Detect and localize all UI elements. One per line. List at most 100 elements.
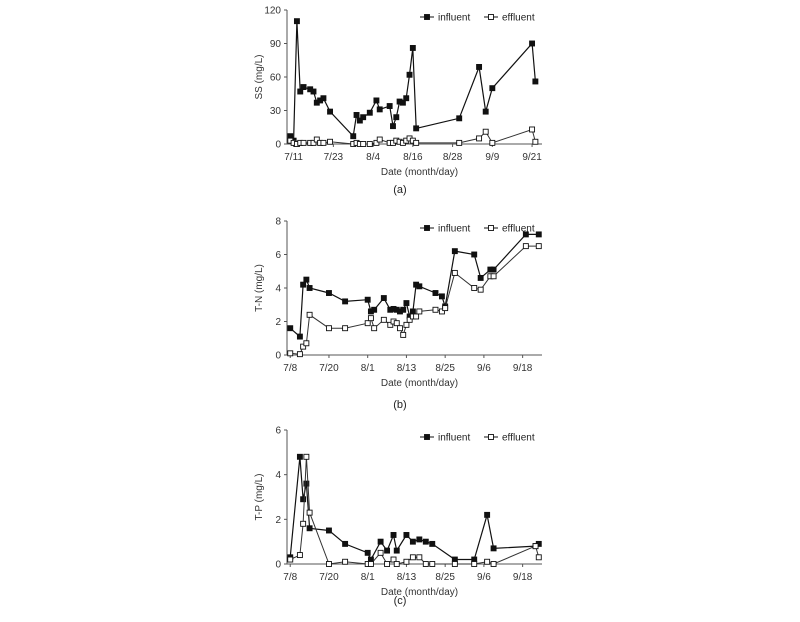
x-tick-label: 9/9 bbox=[485, 152, 499, 163]
y-tick-label: 120 bbox=[264, 6, 281, 17]
x-axis-label: Date (month/day) bbox=[381, 587, 458, 598]
data-point-influent bbox=[406, 71, 413, 78]
data-point-effluent bbox=[406, 316, 413, 323]
data-point-influent bbox=[529, 40, 536, 47]
data-point-influent bbox=[535, 231, 542, 238]
data-point-effluent bbox=[413, 313, 420, 320]
data-point-effluent bbox=[360, 141, 367, 147]
data-point-influent bbox=[342, 298, 349, 305]
data-point-effluent bbox=[303, 453, 310, 460]
data-point-effluent bbox=[313, 136, 320, 143]
data-point-effluent bbox=[367, 561, 374, 567]
data-point-effluent bbox=[310, 139, 317, 146]
y-tick-label: 30 bbox=[270, 106, 282, 117]
data-point-effluent bbox=[380, 316, 387, 323]
data-point-effluent bbox=[429, 561, 436, 567]
data-point-influent bbox=[356, 117, 363, 124]
legend-label-effluent: effluent bbox=[502, 433, 535, 444]
data-point-influent bbox=[422, 538, 429, 545]
data-point-influent bbox=[353, 112, 360, 118]
y-tick-label: 6 bbox=[275, 426, 281, 437]
data-point-influent bbox=[296, 333, 303, 340]
x-tick-label: 8/16 bbox=[403, 152, 423, 163]
legend-label-effluent: effluent bbox=[502, 224, 535, 235]
data-point-influent bbox=[327, 108, 334, 115]
data-point-influent bbox=[390, 532, 397, 538]
data-point-influent bbox=[400, 306, 407, 313]
data-point-effluent bbox=[532, 543, 539, 550]
data-point-influent bbox=[393, 114, 400, 121]
x-tick-label: 8/25 bbox=[435, 363, 455, 374]
y-tick-label: 6 bbox=[275, 250, 281, 261]
legend-marker-influent bbox=[424, 14, 430, 20]
data-point-effluent bbox=[490, 273, 497, 280]
data-point-effluent bbox=[393, 561, 400, 567]
data-point-effluent bbox=[384, 561, 391, 567]
data-point-influent bbox=[366, 109, 373, 116]
x-tick-label: 7/20 bbox=[319, 363, 339, 374]
data-point-influent bbox=[326, 290, 332, 296]
x-tick-label: 7/11 bbox=[284, 152, 303, 163]
series-line-influent bbox=[289, 21, 536, 143]
chart-caption: (c) bbox=[394, 595, 407, 607]
data-point-influent bbox=[490, 266, 497, 273]
chart-caption: (a) bbox=[393, 184, 406, 196]
data-point-effluent bbox=[366, 141, 373, 147]
data-point-influent bbox=[306, 525, 313, 532]
x-tick-label: 9/6 bbox=[477, 572, 491, 583]
data-point-influent bbox=[476, 63, 483, 70]
data-point-influent bbox=[376, 106, 383, 113]
data-point-effluent bbox=[387, 321, 394, 328]
x-tick-label: 9/6 bbox=[477, 363, 491, 374]
data-point-effluent bbox=[306, 311, 313, 318]
data-point-influent bbox=[416, 283, 423, 290]
x-tick-label: 7/8 bbox=[283, 572, 297, 583]
data-point-effluent bbox=[400, 331, 407, 338]
data-point-influent bbox=[380, 295, 387, 301]
x-tick-label: 8/25 bbox=[435, 572, 455, 583]
data-point-effluent bbox=[326, 561, 332, 567]
y-tick-label: 4 bbox=[275, 470, 281, 481]
data-point-effluent bbox=[477, 286, 484, 293]
data-point-influent bbox=[432, 290, 439, 296]
data-point-effluent bbox=[432, 306, 439, 313]
data-point-influent bbox=[287, 325, 294, 332]
data-point-influent bbox=[296, 453, 303, 460]
legend-marker-influent bbox=[424, 225, 430, 231]
legend-marker-effluent bbox=[488, 434, 494, 440]
data-point-effluent bbox=[342, 325, 349, 332]
data-point-effluent bbox=[403, 558, 410, 565]
legend-marker-effluent bbox=[488, 14, 494, 20]
data-point-effluent bbox=[300, 343, 307, 350]
legend-label-influent: influent bbox=[438, 13, 470, 24]
data-point-influent bbox=[360, 114, 367, 121]
data-point-influent bbox=[413, 125, 420, 132]
data-point-effluent bbox=[287, 350, 294, 357]
data-point-influent bbox=[384, 547, 391, 554]
y-tick-label: 0 bbox=[275, 560, 281, 571]
data-point-influent bbox=[303, 276, 310, 283]
data-point-effluent bbox=[326, 325, 332, 332]
data-point-influent bbox=[293, 18, 300, 25]
data-point-effluent bbox=[364, 320, 371, 327]
data-point-influent bbox=[484, 511, 491, 518]
data-point-influent bbox=[297, 88, 304, 95]
y-tick-label: 8 bbox=[275, 217, 281, 228]
data-point-effluent bbox=[367, 315, 374, 322]
data-point-influent bbox=[416, 536, 423, 543]
y-tick-label: 2 bbox=[275, 515, 281, 526]
data-point-influent bbox=[451, 248, 458, 255]
data-point-influent bbox=[532, 78, 539, 85]
data-point-effluent bbox=[393, 320, 400, 327]
data-point-influent bbox=[403, 95, 410, 102]
x-tick-label: 7/20 bbox=[319, 572, 339, 583]
data-point-influent bbox=[489, 85, 496, 92]
data-point-effluent bbox=[342, 558, 349, 565]
data-point-effluent bbox=[451, 561, 458, 567]
x-tick-label: 8/13 bbox=[397, 572, 417, 583]
x-axis-label: Date (month/day) bbox=[381, 167, 458, 178]
data-point-effluent bbox=[409, 554, 416, 561]
data-point-effluent bbox=[303, 340, 310, 347]
data-point-effluent bbox=[535, 243, 542, 250]
